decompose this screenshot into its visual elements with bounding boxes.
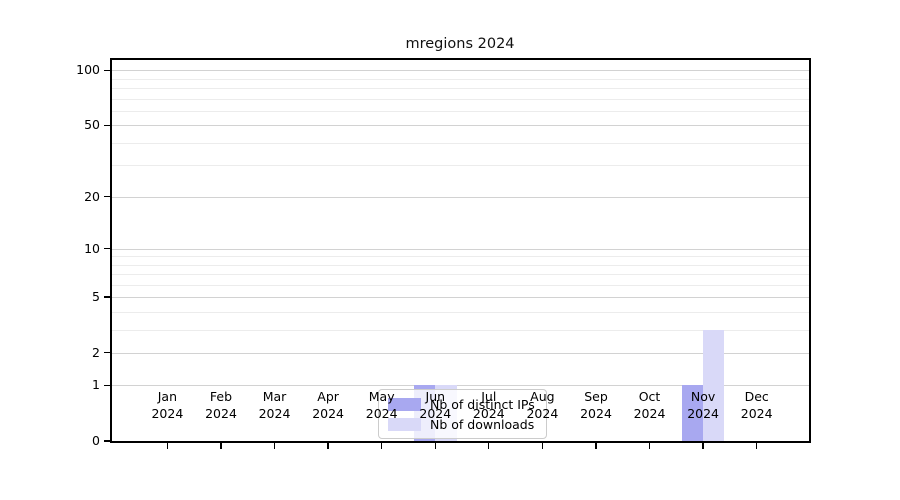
y-axis-tick-mark: [104, 247, 110, 250]
y-axis-tick-label: 1: [92, 377, 100, 393]
gridline-minor: [112, 311, 809, 313]
y-axis-tick-mark: [104, 124, 110, 126]
x-axis-tick-label: Jul 2024: [472, 389, 505, 421]
gridline-major: [112, 248, 809, 250]
y-axis-tick-mark: [104, 195, 110, 198]
x-axis-tick-mark: [702, 443, 704, 449]
legend: Nb of distinct IPs Nb of downloads: [378, 389, 547, 439]
gridline-major: [112, 352, 809, 354]
y-axis-tick-mark: [104, 69, 110, 72]
x-axis-tick-label: May 2024: [365, 389, 398, 421]
x-axis-tick-mark: [434, 443, 436, 449]
y-axis-tick-label: 0: [92, 433, 100, 448]
x-axis-tick-label: Nov 2024: [687, 389, 719, 421]
gridline-major: [112, 297, 809, 299]
bar-distinct-ips-nov: [681, 385, 704, 441]
legend-swatch-downloads: [388, 418, 421, 431]
x-axis-tick-mark: [488, 443, 490, 449]
x-axis-tick-mark: [541, 443, 544, 449]
y-axis-tick-label: 100: [76, 62, 100, 78]
x-axis-tick-label: Feb 2024: [205, 389, 237, 421]
legend-swatch-distinct-ips: [388, 398, 421, 411]
x-axis-tick-mark: [327, 443, 329, 449]
gridline-minor: [112, 274, 809, 275]
gridline-minor: [112, 78, 809, 80]
x-axis-tick-mark: [648, 443, 651, 449]
y-axis-tick-mark: [104, 296, 110, 298]
y-axis-tick-label: 20: [84, 188, 100, 204]
y-axis-tick-label: 10: [84, 240, 100, 256]
x-axis-tick-label: Jun 2024: [419, 389, 452, 421]
x-axis-tick-label: Oct 2024: [633, 389, 666, 421]
gridline-minor: [112, 264, 809, 266]
gridline-major: [112, 196, 809, 198]
x-axis-tick-label: Apr 2024: [312, 389, 344, 421]
legend-label-distinct-ips: Nb of distinct IPs: [430, 397, 535, 412]
x-axis-tick-mark: [220, 443, 222, 449]
gridline-minor: [112, 88, 809, 90]
gridline-minor: [112, 284, 809, 286]
bar-downloads-nov: [703, 329, 725, 441]
y-axis-tick-mark: [104, 440, 110, 442]
gridline-major: [112, 385, 809, 387]
x-axis-tick-mark: [756, 443, 758, 449]
x-axis-tick-mark: [273, 443, 276, 449]
y-axis-tick-label: 2: [92, 344, 100, 360]
gridline-minor: [112, 110, 809, 112]
gridline-major: [112, 125, 809, 127]
x-axis-tick-mark: [166, 443, 169, 449]
chart-title: mregions 2024: [405, 36, 515, 52]
gridline-minor: [112, 256, 809, 258]
x-axis-tick-label: Jan 2024: [151, 389, 184, 421]
x-axis-tick-mark: [595, 443, 597, 449]
y-axis-tick-mark: [104, 352, 110, 354]
y-axis-tick-mark: [104, 384, 110, 386]
x-axis-tick-label: Sep 2024: [580, 389, 612, 421]
legend-label-downloads: Nb of downloads: [430, 417, 535, 432]
gridline-minor: [112, 329, 809, 331]
x-axis-tick-label: Dec 2024: [740, 389, 773, 421]
gridline-minor: [112, 98, 809, 100]
gridline-major: [112, 70, 809, 72]
gridline-minor: [112, 142, 809, 144]
x-axis-tick-label: Aug 2024: [526, 389, 559, 421]
x-axis-tick-mark: [381, 443, 383, 449]
x-axis-tick-label: Mar 2024: [258, 389, 291, 421]
gridline-minor: [112, 165, 809, 167]
y-axis-tick-label: 5: [92, 289, 100, 305]
legend-item-distinct-ips: Nb of distinct IPs: [388, 396, 537, 413]
y-axis-tick-label: 50: [84, 117, 100, 133]
plot-area: 0 1 2 5 10 20 50 100 Nb of distinct IPs Nb of d…: [76, 58, 811, 449]
legend-item-downloads: Nb of downloads: [388, 416, 537, 433]
